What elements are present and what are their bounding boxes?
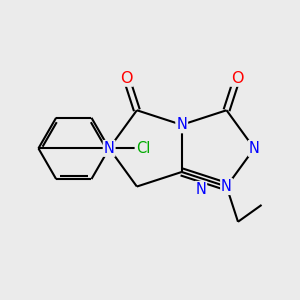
Text: N: N: [221, 179, 232, 194]
Text: N: N: [195, 182, 206, 197]
Text: O: O: [231, 71, 243, 86]
Text: N: N: [104, 141, 115, 156]
Text: O: O: [120, 71, 133, 86]
Text: Cl: Cl: [136, 141, 150, 156]
Text: N: N: [176, 117, 187, 132]
Text: N: N: [249, 141, 260, 156]
